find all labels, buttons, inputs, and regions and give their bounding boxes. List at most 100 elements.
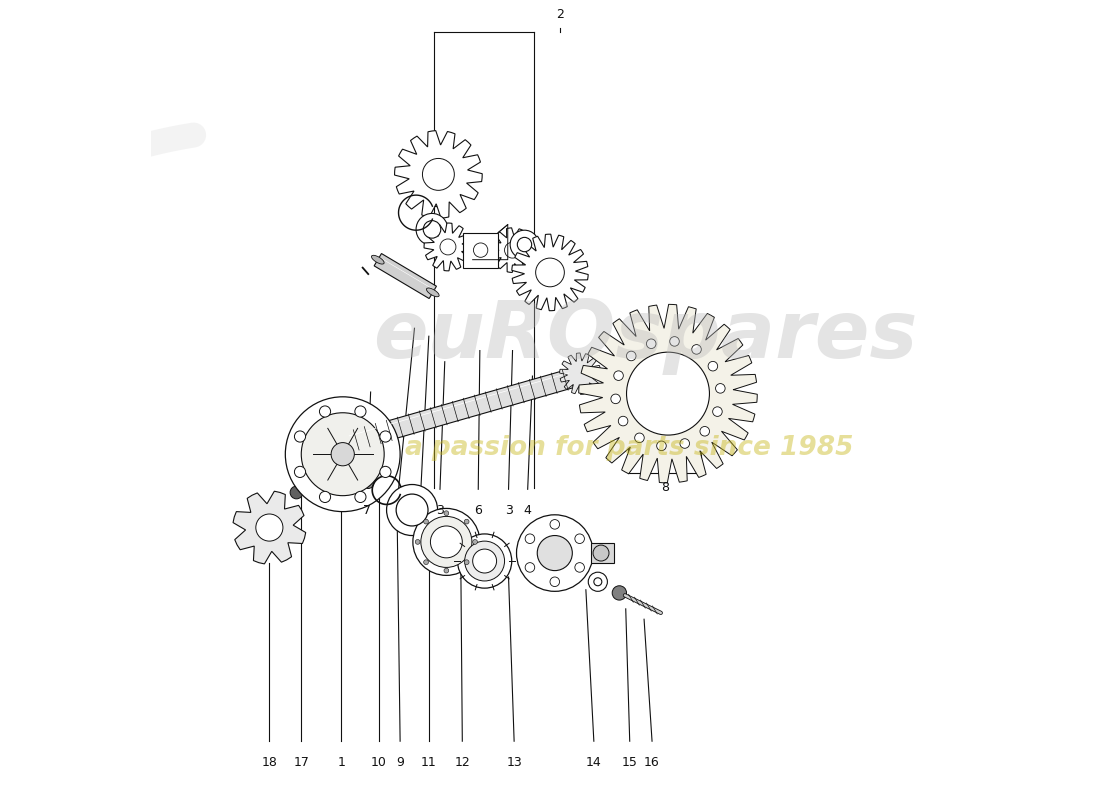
Text: 15: 15	[621, 755, 638, 769]
Circle shape	[379, 466, 390, 478]
Circle shape	[505, 242, 520, 258]
Circle shape	[618, 416, 628, 426]
Text: 6: 6	[474, 504, 482, 517]
Circle shape	[416, 539, 420, 544]
Circle shape	[421, 516, 472, 567]
Circle shape	[692, 345, 702, 354]
Text: 7: 7	[363, 504, 371, 517]
Circle shape	[627, 351, 636, 361]
Circle shape	[444, 511, 449, 515]
Circle shape	[593, 545, 609, 561]
Text: 16: 16	[645, 755, 660, 769]
Circle shape	[614, 371, 624, 381]
Text: 5: 5	[395, 504, 403, 517]
Circle shape	[517, 238, 531, 252]
Circle shape	[256, 514, 283, 541]
Ellipse shape	[427, 288, 439, 297]
Circle shape	[416, 214, 448, 246]
Circle shape	[708, 362, 717, 371]
Circle shape	[363, 478, 374, 489]
Text: 4: 4	[417, 504, 425, 517]
Circle shape	[510, 230, 539, 259]
Bar	[463, 233, 498, 268]
Circle shape	[647, 339, 656, 349]
Polygon shape	[395, 130, 482, 218]
Circle shape	[295, 431, 306, 442]
Polygon shape	[579, 304, 757, 483]
Circle shape	[301, 413, 384, 496]
Circle shape	[464, 519, 469, 524]
Text: 10: 10	[371, 755, 386, 769]
Circle shape	[680, 438, 690, 448]
Circle shape	[610, 394, 620, 404]
Circle shape	[319, 406, 331, 417]
Circle shape	[396, 494, 428, 526]
Text: 3: 3	[505, 504, 513, 517]
Circle shape	[424, 221, 441, 238]
Polygon shape	[560, 353, 601, 394]
Bar	[592, 542, 614, 563]
Circle shape	[670, 337, 680, 346]
Text: 1: 1	[338, 755, 345, 769]
Text: 13: 13	[506, 755, 522, 769]
Circle shape	[473, 243, 487, 258]
Circle shape	[355, 491, 366, 502]
Circle shape	[424, 519, 429, 524]
Text: 9: 9	[396, 755, 404, 769]
Circle shape	[355, 406, 366, 417]
Ellipse shape	[372, 255, 384, 264]
Text: 3: 3	[436, 504, 444, 517]
Text: 8: 8	[661, 482, 670, 494]
Circle shape	[594, 578, 602, 586]
Polygon shape	[348, 370, 573, 450]
Polygon shape	[512, 234, 588, 310]
Polygon shape	[233, 491, 306, 564]
Circle shape	[379, 431, 390, 442]
Circle shape	[464, 541, 505, 581]
Circle shape	[422, 158, 454, 190]
Circle shape	[386, 485, 438, 535]
Text: 12: 12	[454, 755, 470, 769]
Polygon shape	[374, 254, 437, 298]
Circle shape	[424, 560, 429, 565]
Circle shape	[525, 562, 535, 572]
Circle shape	[430, 526, 462, 558]
Text: 2: 2	[556, 8, 563, 22]
Circle shape	[464, 560, 469, 565]
Circle shape	[613, 586, 627, 600]
Circle shape	[331, 442, 354, 466]
Circle shape	[713, 407, 723, 416]
Circle shape	[444, 568, 449, 573]
Circle shape	[290, 486, 303, 499]
Text: 14: 14	[586, 755, 602, 769]
Circle shape	[588, 572, 607, 591]
Circle shape	[525, 534, 535, 543]
Text: a passion for parts since 1985: a passion for parts since 1985	[406, 435, 854, 461]
Circle shape	[412, 509, 480, 575]
Circle shape	[473, 539, 477, 544]
Text: 4: 4	[524, 504, 531, 517]
Circle shape	[537, 535, 572, 570]
Polygon shape	[341, 430, 358, 453]
Text: 18: 18	[262, 755, 277, 769]
Polygon shape	[491, 228, 535, 273]
Circle shape	[575, 562, 584, 572]
Circle shape	[700, 426, 710, 436]
Text: 17: 17	[294, 755, 309, 769]
Circle shape	[458, 534, 512, 588]
Circle shape	[627, 352, 710, 435]
Circle shape	[473, 549, 496, 573]
Circle shape	[550, 577, 560, 586]
Circle shape	[716, 383, 725, 393]
Circle shape	[440, 239, 455, 255]
Circle shape	[657, 441, 667, 450]
Polygon shape	[425, 223, 472, 271]
Circle shape	[635, 433, 645, 442]
Circle shape	[517, 515, 593, 591]
Circle shape	[575, 534, 584, 543]
Circle shape	[285, 397, 400, 512]
Text: euROspares: euROspares	[374, 298, 917, 375]
Circle shape	[295, 466, 306, 478]
Text: 11: 11	[421, 755, 437, 769]
Circle shape	[536, 258, 564, 286]
